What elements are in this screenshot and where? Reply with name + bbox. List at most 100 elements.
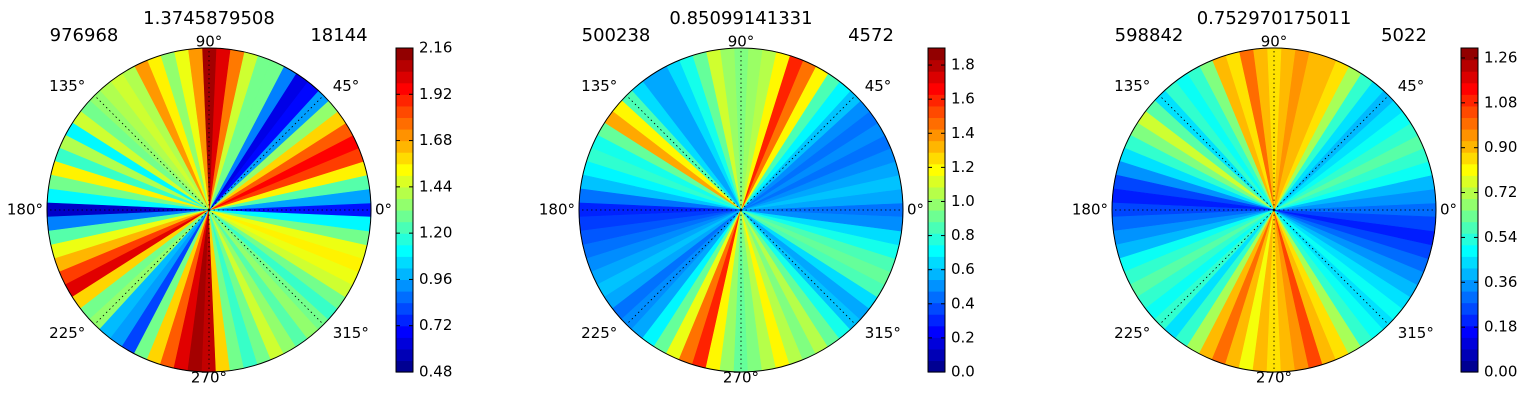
colorbar-band [1461,267,1478,281]
angle-tick-label: 270° [1256,369,1292,387]
colorbar-band [928,279,945,292]
colorbar-tick-label: 1.26 [1484,49,1517,67]
colorbar-band [396,140,413,153]
colorbar-band [928,82,945,95]
colorbar-band [928,337,945,350]
chart-title-2: 0.85099141331 [669,8,812,29]
colorbar-band [928,175,945,188]
colorbar-band [396,71,413,84]
angle-tick-label: 225° [581,324,617,342]
colorbar-band [928,302,945,315]
polar-gridline [626,209,742,325]
colorbar-band [396,48,413,61]
left-label-1: 976968 [50,25,119,46]
angle-tick-label: 225° [1114,324,1150,342]
colorbar-2: 0.0 0.2 0.4 0.6 0.8 1.0 1.2 1.4 1.6 1.8 [927,47,975,381]
colorbar-band [1461,244,1478,257]
colorbar-band [928,117,945,130]
angle-tick-label: 225° [49,324,85,342]
colorbar-band [1461,163,1478,176]
colorbar-band [928,59,945,72]
colorbar-band [396,117,413,130]
colorbar-band [396,244,413,257]
colorbar-frame-3 [1460,47,1479,373]
polar-outline-3 [1111,47,1437,373]
colorbar-band [1461,360,1478,373]
polar-gridline [626,95,742,211]
colorbar-frame-1 [395,47,414,373]
angle-tick-label: 180° [7,201,43,219]
colorbar-band [928,94,945,107]
colorbar-band [1461,325,1478,338]
colorbar-band [1461,291,1478,304]
angle-tick-label: 315° [865,324,901,342]
angle-tick-label: 0° [1440,201,1457,219]
colorbar-tick-label: 0.36 [1484,273,1517,291]
angle-tick-label: 315° [333,324,369,342]
colorbar-band [1461,256,1478,269]
colorbar-band [396,221,413,234]
chart-panel-2: 0° 45° 90° 135° 180° 225° 270° 315° 0.85… [539,8,975,387]
polar-gridline [208,95,324,211]
colorbar-band [1461,314,1478,327]
right-label-3: 5022 [1381,25,1427,46]
angle-tick-label: 270° [723,369,759,387]
chart-title-1: 1.3745879508 [143,8,275,29]
colorbar-band [1461,221,1478,234]
colorbar-frame-2 [927,47,946,373]
angle-tick-labels-3: 0° 45° 90° 135° 180° 225° 270° 315° [1072,33,1457,387]
angle-tick-label: 45° [1398,77,1425,95]
colorbar-band [396,233,413,246]
colorbar-tick-label: 0.2 [951,328,975,346]
angle-tick-labels-2: 0° 45° 90° 135° 180° 225° 270° 315° [539,33,924,387]
colorbar-tick-label: 0.72 [1484,183,1517,201]
polar-gridline [1273,209,1389,325]
colorbar-band [1461,117,1478,130]
colorbar-tick-label: 0.90 [1484,138,1517,156]
colorbar-band [396,163,413,176]
colorbar-band [928,314,945,327]
angle-tick-label: 90° [728,33,755,51]
colorbar-band [1461,105,1478,119]
colorbar-band [396,302,413,315]
colorbar-band [928,140,945,153]
angle-tick-label: 135° [49,77,85,95]
colorbar-band [1461,198,1478,211]
colorbar-band [928,163,945,176]
angle-tick-label: 180° [539,201,575,219]
angle-tick-label: 0° [907,201,924,219]
colorbar-tick-label: 0.4 [951,294,975,312]
polar-gridline [1159,95,1275,211]
colorbar-tick-label: 2.16 [419,39,452,57]
colorbar-band [396,348,413,362]
colorbar-band [1461,129,1478,142]
colorbar-band [396,129,413,142]
colorbar-band [1461,279,1478,292]
colorbar-band [928,267,945,281]
colorbar-band [396,152,413,165]
right-label-2: 4572 [848,25,894,46]
colorbar-band [1461,302,1478,315]
left-label-3: 598842 [1115,25,1184,46]
polar-gridlines-2 [579,48,903,372]
colorbar-band [1461,94,1478,107]
colorbar-band [1461,175,1478,188]
angle-tick-label: 135° [581,77,617,95]
chart-panel-1: 0° 45° 90° 135° 180° 225° 270° 315° 1.37… [7,8,453,387]
colorbar-tick-label: 0.00 [1484,363,1517,381]
colorbar-band [396,175,413,188]
colorbar-tick-label: 1.0 [951,192,975,210]
colorbar-1: 0.48 0.72 0.96 1.20 1.44 1.68 1.92 2.16 [395,39,452,381]
colorbar-band [928,198,945,211]
colorbar-tick-label: 0.48 [419,363,452,381]
colorbar-band [1461,233,1478,246]
polar-outline-1 [46,47,372,373]
colorbar-band [396,210,413,223]
colorbar-band [396,105,413,119]
polar-gridlines-1 [47,48,371,372]
colorbar-band [396,256,413,269]
polar-gridline [94,95,210,211]
colorbar-band [928,233,945,246]
